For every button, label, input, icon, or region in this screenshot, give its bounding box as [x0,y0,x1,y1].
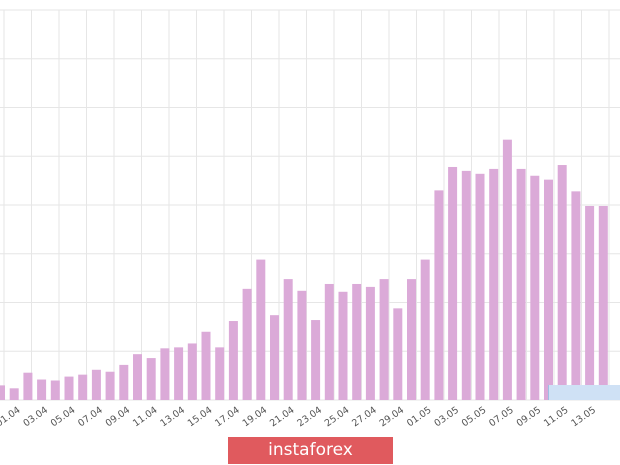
x-tick-label: 13.05 [569,405,598,430]
bar-24.04 [324,283,334,400]
bar-04.04 [50,380,60,400]
bar-05.05 [475,173,485,400]
bar-12.04 [160,348,170,400]
bar-12.05 [571,191,581,400]
bar-19.04 [256,259,266,400]
x-tick-label: 03.04 [21,405,50,430]
x-tick-label: 17.04 [213,405,242,430]
bar-18.04 [242,288,252,400]
bar-10.04 [133,354,142,400]
bar-09.05 [530,175,540,400]
x-tick-label: 19.04 [241,405,270,430]
bar-14.05 [598,205,608,400]
bar-10.05 [544,179,553,400]
range-selector-handle[interactable] [548,385,620,400]
x-tick-label: 03.05 [432,405,461,430]
bar-25.04 [338,291,348,400]
bar-21.04 [283,279,293,400]
x-tick-label: 15.04 [186,405,215,430]
x-tick-label: 07.04 [76,405,105,430]
bar-13.04 [174,347,184,400]
bar-02.04 [23,372,33,400]
bar-16.04 [215,347,225,400]
x-tick-label: 01.04 [0,405,23,430]
bar-13.05 [585,205,595,400]
x-tick-label: 07.05 [487,405,516,430]
bar-06.05 [489,168,499,400]
bar-15.04 [201,331,211,400]
bar-23.04 [311,320,321,400]
bar-30.04 [407,279,416,400]
bar-17.04 [228,321,238,400]
bar-07.04 [91,369,101,400]
bar-28.04 [379,279,389,400]
x-tick-label: 29.04 [378,405,407,430]
x-tick-label: 05.04 [49,405,78,430]
x-tick-label: 11.04 [131,405,160,430]
bar-08.04 [105,371,115,400]
bar-29.04 [393,308,403,400]
bar-01.04 [9,388,19,400]
x-tick-label: 27.04 [350,405,379,430]
bar-27.04 [365,286,375,400]
bar-31.03 [0,385,5,400]
bar-22.04 [297,290,307,400]
bar-07.05 [502,139,512,401]
x-tick-label: 11.05 [542,405,571,430]
x-tick-label: 13.04 [158,405,187,430]
bar-11.05 [557,165,567,400]
bar-03.04 [37,379,47,400]
bars [0,139,608,401]
x-tick-label: 01.05 [405,405,434,430]
x-tick-label: 09.05 [515,405,544,430]
bar-09.04 [119,364,129,400]
bar-11.04 [146,358,156,400]
x-tick-label: 09.04 [104,405,133,430]
bar-04.05 [461,170,471,400]
bar-05.04 [64,376,74,400]
bar-26.04 [352,283,362,400]
grid [0,9,620,401]
watermark-banner: instaforex [228,437,393,464]
x-tick-label: 05.05 [460,405,489,430]
bar-02.05 [434,190,444,400]
bar-14.04 [187,343,197,400]
bar-01.05 [420,259,430,400]
x-tick-label: 23.04 [295,405,324,430]
x-axis-ticks: 01.0403.0405.0407.0409.0411.0413.0415.04… [0,405,598,430]
bar-06.04 [78,374,88,400]
x-tick-label: 25.04 [323,405,352,430]
bar-03.05 [448,166,458,400]
bar-08.05 [516,168,526,400]
x-tick-label: 21.04 [268,405,297,430]
bar-20.04 [270,315,279,400]
